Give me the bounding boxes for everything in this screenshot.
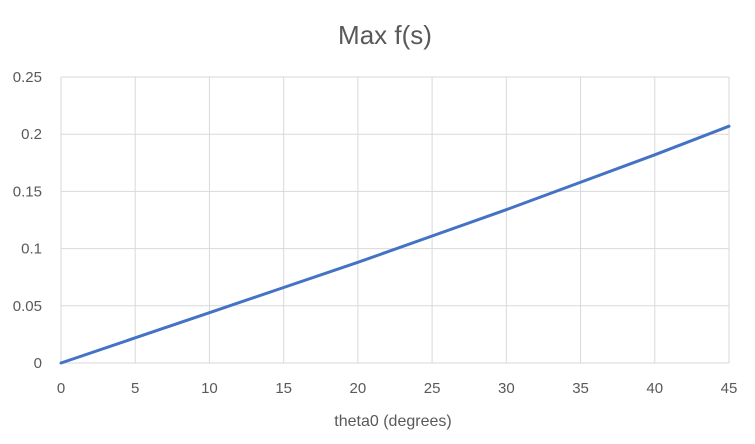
x-tick-label: 20 [350,380,367,397]
x-tick-label: 0 [57,380,65,397]
chart-title: Max f(s) [338,20,432,50]
x-tick-label: 15 [275,380,292,397]
y-tick-labels: 0 0.05 0.1 0.15 0.2 0.25 [13,69,42,372]
series-layer [59,124,731,365]
x-tick-label: 45 [721,380,738,397]
y-tick-label: 0.2 [21,126,42,143]
series-line [59,124,731,365]
y-tick-label: 0.25 [13,69,42,86]
y-tick-label: 0.1 [21,241,42,258]
y-tick-label: 0.15 [13,183,42,200]
x-tick-label: 5 [131,380,139,397]
x-tick-label: 25 [424,380,441,397]
x-tick-label: 10 [201,380,218,397]
x-axis-label: theta0 (degrees) [334,413,451,430]
x-tick-label: 40 [646,380,663,397]
x-tick-label: 35 [572,380,589,397]
grid-layer [60,76,730,364]
x-tick-label: 30 [498,380,515,397]
x-tick-labels: 0 5 10 15 20 25 30 35 40 45 [57,380,738,397]
y-tick-label: 0 [34,355,42,372]
y-tick-label: 0.05 [13,298,42,315]
